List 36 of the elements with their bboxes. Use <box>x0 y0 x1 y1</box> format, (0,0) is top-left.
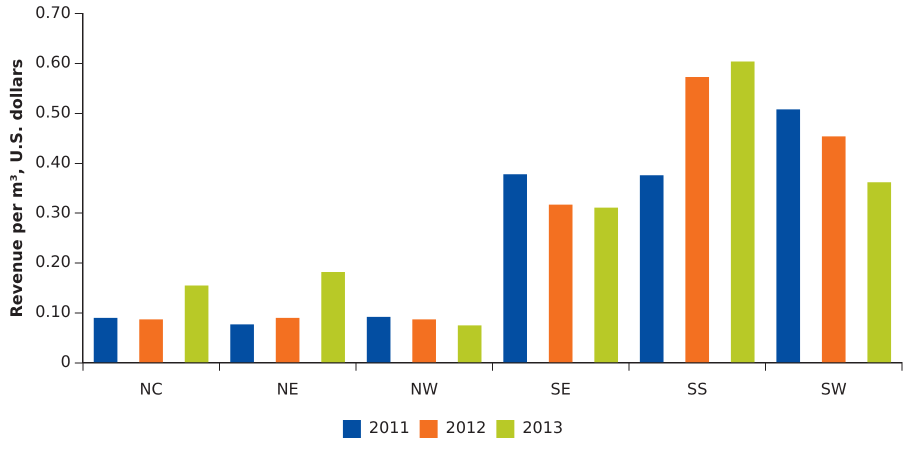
y-tick-label: 0.20 <box>35 252 71 272</box>
bar <box>503 174 527 362</box>
bar <box>730 61 755 362</box>
bar <box>276 318 300 362</box>
bar <box>94 318 118 362</box>
bar <box>230 324 254 362</box>
y-tick-label: 0.50 <box>35 102 71 122</box>
y-tick-label: 0.30 <box>35 202 71 222</box>
y-tick-label: 0.40 <box>35 152 71 172</box>
y-tick-label: 0.70 <box>35 2 71 22</box>
y-axis-title: Revenue per m³, U.S. dollars <box>6 58 26 318</box>
bar <box>822 136 846 362</box>
y-tick-label: 0.60 <box>35 52 71 72</box>
x-tick-label: SE <box>550 380 571 399</box>
x-tick-label: SS <box>687 380 708 399</box>
bar <box>321 272 345 362</box>
legend-label: 2012 <box>446 418 486 438</box>
bar <box>139 319 163 362</box>
bar <box>685 76 710 362</box>
legend-label: 2013 <box>522 418 564 438</box>
bar <box>412 319 436 362</box>
bar <box>458 325 482 362</box>
bar <box>548 204 573 362</box>
bar <box>366 316 390 362</box>
bar <box>640 175 664 362</box>
bar <box>867 182 892 362</box>
x-tick-label: NE <box>276 380 299 399</box>
bar <box>776 109 800 362</box>
x-tick-label: SW <box>820 380 847 399</box>
bar <box>594 208 618 362</box>
legend-label: 2011 <box>368 418 410 438</box>
x-tick-label: NW <box>410 380 438 399</box>
bar <box>184 285 208 362</box>
x-tick-label: NC <box>140 380 163 399</box>
y-tick-label: 0 <box>60 352 71 371</box>
y-tick-label: 0.10 <box>35 302 71 322</box>
